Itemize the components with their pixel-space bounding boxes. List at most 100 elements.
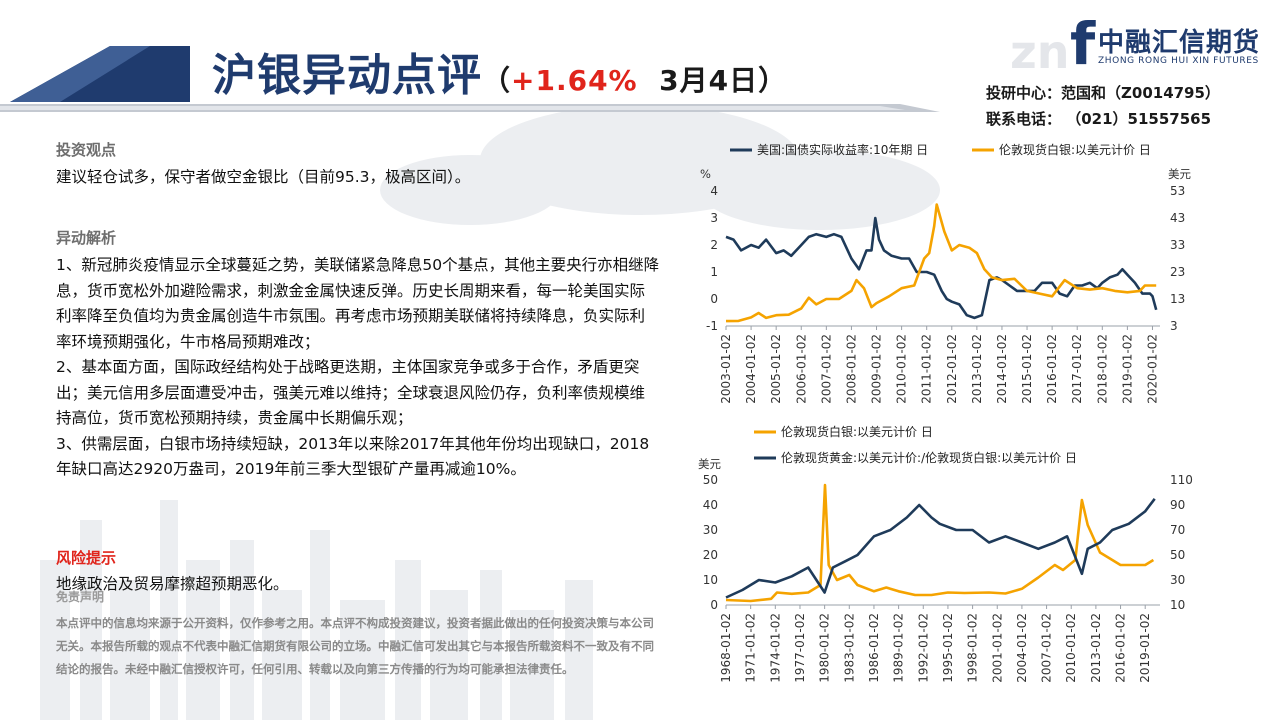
x-tick-label: 2010-01-02 [895,334,909,404]
risk-text: 地缘政治及贸易摩擦超预期恶化。 [56,575,289,593]
x-tick-label: 1995-01-02 [941,613,955,683]
x-tick-label: 1998-01-02 [966,613,980,683]
risk-heading: 风险提示 [56,549,117,567]
series-line-0 [725,483,1155,603]
x-tick-label: 2018-01-02 [1095,334,1109,404]
x-tick-label: 2005-01-02 [769,334,783,404]
left-tick-label: 2 [710,238,718,252]
x-tick-label: 2020-01-02 [1145,334,1159,404]
x-tick-label: 1971-01-02 [744,613,758,683]
left-axis-unit: 美元 [698,457,721,471]
brand-name-en: ZHONG RONG HUI XIN FUTURES [1098,56,1259,66]
x-tick-label: 2010-01-02 [1064,613,1078,683]
analysis-text: 1、新冠肺炎疫情显示全球蔓延之势，美联储紧急降息50个基点，其他主要央行亦相继降… [56,253,660,483]
logo-mark-icon: f [1070,10,1096,72]
x-tick-label: 2001-01-02 [990,613,1004,683]
x-tick-label: 1986-01-02 [867,613,881,683]
x-tick-label: 2011-01-02 [920,334,934,404]
x-tick-label: 2017-01-02 [1070,334,1084,404]
analysis-paragraph-1: 1、新冠肺炎疫情显示全球蔓延之势，美联储紧急降息50个基点，其他主要央行亦相继降… [56,256,660,351]
series-line-1 [725,203,1157,323]
right-tick-label: 53 [1170,184,1185,198]
x-tick-label: 1968-01-02 [719,613,733,683]
left-tick-label: 4 [710,184,718,198]
right-tick-label: 23 [1170,265,1185,279]
x-tick-label: 1983-01-02 [842,613,856,683]
date-suffix: 日） [729,64,788,97]
chart-silver-vs-gold-silver-ratio: 伦敦现货白银:以美元计价 日伦敦现货黄金:以美元计价:/伦敦现货白银:以美元计价… [698,424,1193,683]
analysis-paragraph-2: 2、基本面方面，国际政经结构处于战略更迭期，主体国家竞争或多于合作，矛盾更突出；… [56,358,646,427]
legend-label: 伦敦现货白银:以美元计价 日 [999,142,1151,157]
disclaimer-heading: 免责声明 [56,590,105,604]
legend-label: 伦敦现货白银:以美元计价 日 [781,424,933,439]
left-tick-label: 0 [710,292,718,306]
right-tick-label: 90 [1170,498,1185,512]
title-text: 异动点评 [302,50,482,101]
x-tick-label: 1974-01-02 [768,613,782,683]
left-tick-label: 10 [703,573,718,587]
legend-label: 伦敦现货黄金:以美元计价:/伦敦现货白银:以美元计价 日 [781,450,1077,465]
x-tick-label: 1992-01-02 [916,613,930,683]
x-tick-label: 1980-01-02 [818,613,832,683]
date-month: 3月 [659,64,709,97]
right-tick-label: 50 [1170,548,1185,562]
analysis-paragraph-3: 3、供需层面，白银市场持续短缺，2013年以来除2017年其他年份均出现缺口，2… [56,434,650,479]
left-axis-unit: % [700,167,711,181]
x-tick-label: 1989-01-02 [892,613,906,683]
left-tick-label: 3 [710,211,718,225]
right-tick-label: 110 [1170,473,1193,487]
title-subtitle: （+1.64% 3月4日） [482,64,788,97]
x-tick-label: 2013-01-02 [970,334,984,404]
x-tick-label: 2004-01-02 [744,334,758,404]
left-tick-label: 0 [710,598,718,612]
left-tick-label: 30 [703,523,718,537]
x-tick-label: 2009-01-02 [870,334,884,404]
right-tick-label: 3 [1170,319,1178,333]
analysis-heading: 异动解析 [56,229,117,247]
x-tick-label: 2014-01-02 [995,334,1009,404]
left-tick-label: 50 [703,473,718,487]
svg-text:zn: zn [1010,25,1070,79]
x-tick-label: 1977-01-02 [793,613,807,683]
right-axis-unit: 美元 [1168,167,1191,181]
chart-real-yield-vs-silver: 美国:国债实际收益率:10年期 日 伦敦现货白银:以美元计价 日% 美元 4 53 3 43… [700,142,1191,404]
left-tick-label: 20 [703,548,718,562]
disclaimer-text: 本点评中的信息均来源于公开资料，仅作参考之用。本点评不构成投资建议，投资者据此做… [56,616,654,676]
brand-name-cn: 中融汇信期货 [1098,28,1261,58]
x-tick-label: 2004-01-02 [1015,613,1029,683]
view-text: 建议轻仓试多，保守者做空金银比（目前95.3，极高区间）。 [56,168,471,186]
right-tick-label: 30 [1170,573,1185,587]
title-commodity: 沪银 [212,50,302,101]
x-tick-label: 2013-01-02 [1089,613,1103,683]
x-tick-label: 2012-01-02 [945,334,959,404]
change-percent: +1.64% [511,64,638,97]
right-tick-label: 10 [1170,598,1185,612]
legend-label: 美国:国债实际收益率:10年期 日 [757,142,928,157]
series-line-0 [725,216,1158,320]
x-tick-label: 2003-01-02 [719,334,733,404]
x-tick-label: 2019-01-02 [1138,613,1152,683]
view-heading: 投资观点 [56,141,117,159]
x-tick-label: 2008-01-02 [844,334,858,404]
left-tick-label: 1 [710,265,718,279]
left-tick-label: -1 [706,319,718,333]
x-tick-label: 2019-01-02 [1120,334,1134,404]
x-tick-label: 2006-01-02 [794,334,808,404]
date-day: 4 [708,64,730,97]
x-tick-label: 2016-01-02 [1045,334,1059,404]
x-tick-label: 2007-01-02 [819,334,833,404]
right-tick-label: 33 [1170,238,1185,252]
right-tick-label: 43 [1170,211,1185,225]
right-tick-label: 13 [1170,292,1185,306]
research-contact: 投研中心：范国和（Z0014795） [986,84,1220,102]
series-line-1 [725,498,1156,599]
phone-contact: 联系电话： （021）51557565 [986,110,1212,128]
page-title: 沪银异动点评（+1.64% 3月4日） [212,46,787,111]
x-tick-label: 2016-01-02 [1114,613,1128,683]
left-tick-label: 40 [703,498,718,512]
x-tick-label: 2007-01-02 [1040,613,1054,683]
x-tick-label: 2015-01-02 [1020,334,1034,404]
brand-logo: f [1070,10,1096,72]
right-tick-label: 70 [1170,523,1185,537]
